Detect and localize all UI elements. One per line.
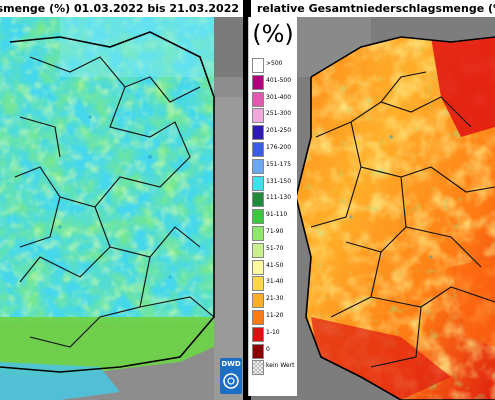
legend-label: 41-50 — [266, 261, 284, 269]
legend-swatch — [252, 209, 264, 225]
legend-swatch — [252, 310, 264, 325]
legend-label: 21-30 — [266, 295, 284, 303]
legend-label: 301-400 — [266, 93, 292, 101]
legend-swatch — [252, 293, 264, 309]
left-map — [0, 17, 243, 400]
legend-label: kein Wert — [266, 362, 295, 370]
legend-swatch — [252, 259, 264, 275]
legend-swatch — [252, 125, 264, 141]
legend-swatch — [252, 242, 264, 258]
left-map-title: derschlagsmenge (%) 01.03.2022 bis 21.03… — [0, 2, 239, 15]
legend-swatch — [252, 142, 264, 157]
legend-label: 201-250 — [266, 127, 292, 135]
legend-label: 71-90 — [266, 228, 284, 235]
legend-swatch — [252, 276, 264, 292]
state-borders — [14, 56, 215, 348]
legend-swatch — [252, 326, 264, 342]
legend-swatch — [252, 360, 264, 376]
legend-swatch — [252, 192, 264, 208]
dwd-logo-text: DWD — [221, 360, 241, 368]
legend-label: 91-110 — [266, 211, 288, 219]
legend-swatch — [252, 175, 264, 191]
dwd-logo: DWD — [220, 358, 242, 394]
left-map-panel: derschlagsmenge (%) 01.03.2022 bis 21.03… — [0, 0, 243, 400]
legend-label: 0 — [266, 345, 270, 353]
legend-swatch — [252, 58, 264, 73]
country-border — [295, 36, 495, 400]
legend-swatch — [252, 158, 264, 174]
legend-label: 401-500 — [266, 76, 292, 84]
legend-label: 31-40 — [266, 278, 284, 286]
dwd-swirl-icon — [223, 373, 239, 389]
legend-label: 131-150 — [266, 177, 292, 185]
left-map-svg — [0, 17, 243, 400]
legend-swatch — [252, 74, 264, 90]
right-map-title-bar: relative Gesamtniederschlagsmenge (%) 01… — [251, 0, 495, 17]
legend-label: >500 — [266, 60, 283, 67]
legend-label: 51-70 — [266, 244, 284, 252]
legend-title: (%) — [252, 20, 294, 48]
legend-label: 11-20 — [266, 312, 284, 319]
legend-label: 151-175 — [266, 160, 292, 168]
legend-swatch — [252, 343, 264, 359]
legend-label: 1-10 — [266, 328, 280, 336]
country-border — [0, 31, 215, 373]
legend: (%) >500 401-500 301-400 251-300 201-250 176-… — [248, 17, 297, 396]
legend-label: 251-300 — [266, 110, 292, 118]
right-map-title: relative Gesamtniederschlagsmenge (%) 01… — [257, 2, 495, 15]
left-map-title-bar: derschlagsmenge (%) 01.03.2022 bis 21.03… — [0, 0, 243, 17]
legend-swatch — [252, 108, 264, 124]
legend-label: 176-200 — [266, 144, 292, 151]
legend-swatch — [252, 226, 264, 241]
legend-label: 111-130 — [266, 194, 292, 202]
state-borders — [310, 71, 495, 368]
legend-swatch — [252, 91, 264, 107]
